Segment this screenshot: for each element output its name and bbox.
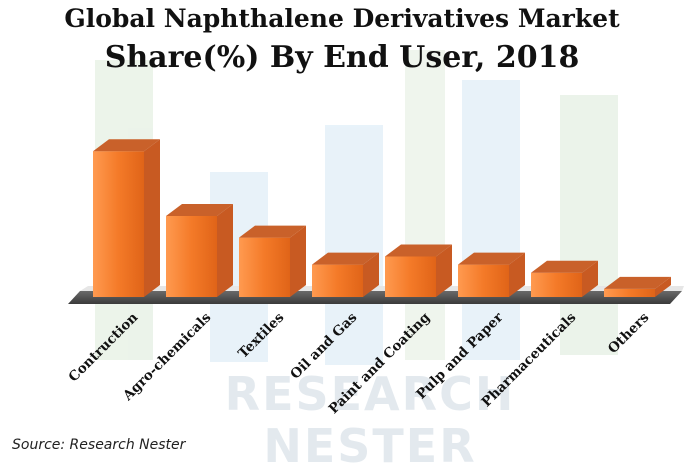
watermark-stripes xyxy=(95,50,618,365)
chart-floor xyxy=(68,291,682,304)
bar-front xyxy=(531,272,582,297)
bar-series xyxy=(93,139,671,297)
bar-5 xyxy=(385,244,452,297)
bar-2 xyxy=(166,204,233,297)
bar-side xyxy=(436,244,452,297)
bar-front xyxy=(239,237,290,297)
source-note: Source: Research Nester xyxy=(12,437,186,453)
bar-8 xyxy=(604,276,671,297)
bar-3 xyxy=(239,225,306,297)
bar-4 xyxy=(312,252,379,297)
chart-subtitle: Share(%) By End User, 2018 xyxy=(104,40,580,75)
watermark-text-1: RESEARCH xyxy=(225,367,516,421)
bar-side xyxy=(290,225,306,297)
bar-front xyxy=(166,216,217,297)
bar-front xyxy=(312,264,363,297)
bar-top xyxy=(385,244,452,257)
bar-top xyxy=(239,225,306,238)
bar-6 xyxy=(458,252,525,297)
bar-top xyxy=(312,252,379,265)
bar-front xyxy=(93,151,144,297)
bar-side xyxy=(217,204,233,297)
bar-1 xyxy=(93,139,160,297)
bar-front xyxy=(385,256,436,297)
bar-top xyxy=(458,252,525,265)
bar-side xyxy=(509,252,525,297)
chart-title: Global Naphthalene Derivatives Market xyxy=(64,4,620,33)
bar-front xyxy=(458,264,509,297)
bar-7 xyxy=(531,260,598,297)
bar-side xyxy=(363,252,379,297)
bar-side xyxy=(144,139,160,297)
bar-top xyxy=(531,260,598,273)
bar-front xyxy=(604,288,655,297)
bar-top xyxy=(166,204,233,216)
bar-top xyxy=(93,139,160,152)
watermark-text-2: NESTER xyxy=(263,419,476,465)
bar-side xyxy=(582,260,598,297)
bar-top xyxy=(604,276,671,289)
bar-side xyxy=(655,276,671,297)
